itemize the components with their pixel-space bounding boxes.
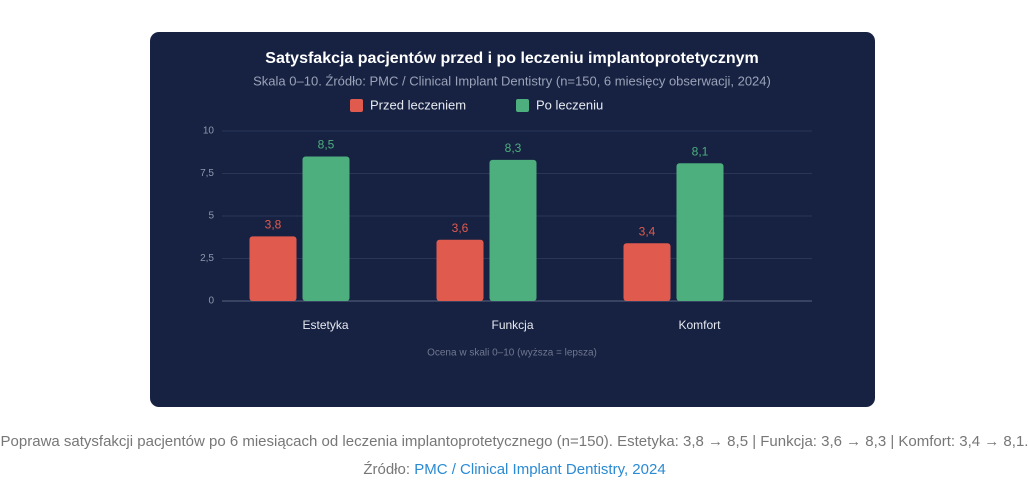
y-tick-label: 5 <box>208 211 214 222</box>
bar <box>489 159 537 301</box>
y-tick-label: 2,5 <box>200 253 214 264</box>
data-label: 8,3 <box>505 141 522 155</box>
caption: Poprawa satysfakcji pacjentów po 6 miesi… <box>0 428 1029 484</box>
bar <box>249 236 297 301</box>
data-label: 8,5 <box>318 138 335 152</box>
data-label: 3,8 <box>265 218 282 232</box>
bar <box>676 163 724 301</box>
chart: Satysfakcja pacjentów przed i po leczeni… <box>150 32 875 407</box>
y-tick-label: 10 <box>203 126 215 137</box>
y-tick-label: 7,5 <box>200 168 214 179</box>
bar <box>436 239 484 301</box>
chart-subtitle: Skala 0–10. Źródło: PMC / Clinical Impla… <box>253 73 771 88</box>
legend-swatch <box>350 99 363 112</box>
data-label: 3,4 <box>639 224 656 238</box>
data-label: 3,6 <box>452 221 469 235</box>
caption-text: Poprawa satysfakcji pacjentów po 6 miesi… <box>0 433 1029 478</box>
x-tick-label: Estetyka <box>302 318 348 332</box>
legend-label: Przed leczeniem <box>370 97 466 112</box>
legend-label: Po leczeniu <box>536 97 603 112</box>
x-tick-label: Komfort <box>678 318 721 332</box>
y-tick-label: 0 <box>208 296 214 307</box>
chart-title: Satysfakcja pacjentów przed i po leczeni… <box>265 50 758 67</box>
x-tick-label: Funkcja <box>491 318 533 332</box>
x-axis-label: Ocena w skali 0–10 (wyższa = lepsza) <box>427 348 597 359</box>
legend-swatch <box>516 99 529 112</box>
data-label: 8,1 <box>692 144 709 158</box>
bar <box>623 243 671 301</box>
caption-link[interactable]: PMC / Clinical Implant Dentistry, 2024 <box>414 461 666 478</box>
bar <box>302 156 350 301</box>
